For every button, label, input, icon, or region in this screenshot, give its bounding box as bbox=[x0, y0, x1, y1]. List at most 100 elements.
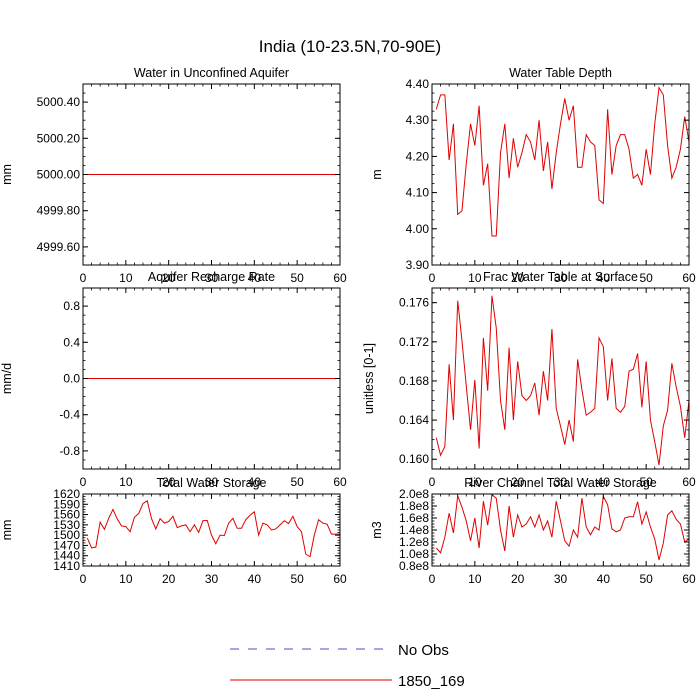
y-axis-label: m3 bbox=[370, 521, 384, 538]
legend: No Obs 1850_169 bbox=[230, 642, 465, 690]
y-tick-label: 1530 bbox=[53, 518, 80, 532]
x-tick-label: 0 bbox=[429, 475, 436, 489]
x-tick-label: 40 bbox=[248, 271, 262, 285]
x-tick-label: 50 bbox=[290, 271, 304, 285]
y-tick-label: 1500 bbox=[53, 528, 80, 542]
series-line bbox=[435, 295, 690, 466]
x-tick-label: 60 bbox=[682, 475, 696, 489]
y-axis-label: m bbox=[370, 169, 384, 179]
x-tick-label: 20 bbox=[162, 475, 176, 489]
x-tick-label: 60 bbox=[333, 475, 347, 489]
y-tick-label: 4.20 bbox=[406, 149, 430, 163]
panel-frac-water-table-at-surface: Frac Water Table at Surface 0 10 20 30 40 50 60… bbox=[362, 270, 696, 489]
y-tick-label: 0.176 bbox=[399, 296, 429, 310]
y-tick-label: 0.8e8 bbox=[399, 559, 429, 573]
y-tick-label: 1.2e8 bbox=[399, 535, 429, 549]
x-tick-label: 60 bbox=[682, 572, 696, 586]
y-tick-label: 4.40 bbox=[406, 77, 430, 91]
x-tick-label: 30 bbox=[554, 271, 568, 285]
panel-title: Total Water Storage bbox=[156, 476, 266, 490]
x-tick-label: 0 bbox=[80, 572, 87, 586]
x-tick-label: 50 bbox=[290, 572, 304, 586]
x-tick-label: 40 bbox=[597, 572, 611, 586]
panel-water-in-unconfined-aquifer: Water in Unconfined Aquifer 0 10 20 30 40 50 60… bbox=[0, 66, 347, 285]
panel-river-channel-total-water-storage: River Channel Total Water Storage 0 10 20 30… bbox=[370, 476, 696, 586]
y-tick-label: 4.10 bbox=[406, 186, 430, 200]
y-axis-label: mm/d bbox=[0, 363, 14, 394]
y-tick-label: 0.168 bbox=[399, 374, 429, 388]
x-tick-label: 60 bbox=[333, 271, 347, 285]
y-tick-label: 0.8 bbox=[63, 299, 80, 313]
x-tick-label: 30 bbox=[205, 572, 219, 586]
x-tick-label: 10 bbox=[468, 475, 482, 489]
y-tick-label: 0.4 bbox=[63, 335, 80, 349]
x-tick-label: 40 bbox=[248, 572, 262, 586]
x-tick-label: 10 bbox=[468, 572, 482, 586]
y-tick-label: 4.30 bbox=[406, 113, 430, 127]
y-tick-label: 1.8e8 bbox=[399, 499, 429, 513]
y-tick-label: 4.00 bbox=[406, 222, 430, 236]
y-tick-label: 1410 bbox=[53, 559, 80, 573]
y-tick-label: 4999.60 bbox=[37, 240, 81, 254]
x-tick-label: 40 bbox=[597, 475, 611, 489]
y-tick-label: -0.8 bbox=[59, 444, 80, 458]
y-tick-label: 1440 bbox=[53, 549, 80, 563]
x-tick-label: 10 bbox=[119, 572, 133, 586]
plot-frame bbox=[431, 287, 690, 470]
x-tick-label: 10 bbox=[468, 271, 482, 285]
x-tick-label: 20 bbox=[511, 475, 525, 489]
x-tick-label: 10 bbox=[119, 271, 133, 285]
y-tick-label: 5000.40 bbox=[37, 95, 81, 109]
x-tick-label: 0 bbox=[429, 572, 436, 586]
x-tick-label: 20 bbox=[511, 572, 525, 586]
y-tick-label: 1590 bbox=[53, 497, 80, 511]
panel-aquifer-recharge-rate: Aquifer Recharge Rate 0 10 20 30 40 50 60 -0.8 -0… bbox=[0, 270, 347, 489]
y-tick-label: 0.172 bbox=[399, 335, 429, 349]
x-tick-label: 40 bbox=[248, 475, 262, 489]
x-tick-label: 30 bbox=[205, 271, 219, 285]
x-tick-label: 30 bbox=[554, 572, 568, 586]
panel-title: Water Table Depth bbox=[509, 66, 612, 80]
x-tick-label: 10 bbox=[119, 475, 133, 489]
x-tick-label: 50 bbox=[290, 475, 304, 489]
y-tick-label: 5000.00 bbox=[37, 168, 81, 182]
y-tick-label: 1.0e8 bbox=[399, 547, 429, 561]
series-line bbox=[86, 500, 340, 558]
legend-no-obs-label: No Obs bbox=[398, 642, 449, 659]
x-tick-label: 50 bbox=[639, 475, 653, 489]
x-tick-label: 60 bbox=[682, 271, 696, 285]
x-tick-label: 40 bbox=[597, 271, 611, 285]
y-tick-label: 2.0e8 bbox=[399, 487, 429, 501]
series-line bbox=[435, 86, 690, 237]
y-tick-label: 0.164 bbox=[399, 413, 429, 427]
legend-1850-169-label: 1850_169 bbox=[398, 673, 465, 690]
panel-total-water-storage: Total Water Storage 0 10 20 30 40 50 60 14101440… bbox=[0, 476, 347, 586]
x-tick-label: 0 bbox=[80, 475, 87, 489]
panels: Water in Unconfined Aquifer 0 10 20 30 40 50 60… bbox=[0, 66, 696, 586]
y-tick-label: 4999.80 bbox=[37, 204, 81, 218]
y-tick-label: -0.4 bbox=[59, 408, 80, 422]
y-tick-label: 3.90 bbox=[406, 258, 430, 272]
y-tick-label: 1.4e8 bbox=[399, 523, 429, 537]
y-tick-label: 1560 bbox=[53, 508, 80, 522]
y-tick-label: 0.160 bbox=[399, 452, 429, 466]
x-tick-label: 0 bbox=[429, 271, 436, 285]
series-line bbox=[435, 493, 690, 561]
x-tick-label: 30 bbox=[554, 475, 568, 489]
plot-frame bbox=[431, 493, 690, 567]
panel-title: Water in Unconfined Aquifer bbox=[134, 66, 289, 80]
x-tick-label: 50 bbox=[639, 572, 653, 586]
plot-frame bbox=[82, 493, 341, 567]
y-axis-label: mm bbox=[0, 164, 14, 185]
y-tick-label: 0.0 bbox=[63, 372, 80, 386]
y-axis-label: mm bbox=[0, 520, 14, 541]
panel-title: Aquifer Recharge Rate bbox=[148, 270, 275, 284]
figure-title: India (10-23.5N,70-90E) bbox=[259, 37, 441, 56]
x-tick-label: 30 bbox=[205, 475, 219, 489]
y-tick-label: 5000.20 bbox=[37, 131, 81, 145]
y-tick-label: 1470 bbox=[53, 538, 80, 552]
x-tick-label: 20 bbox=[162, 572, 176, 586]
y-tick-label: 1.6e8 bbox=[399, 511, 429, 525]
x-tick-label: 20 bbox=[511, 271, 525, 285]
